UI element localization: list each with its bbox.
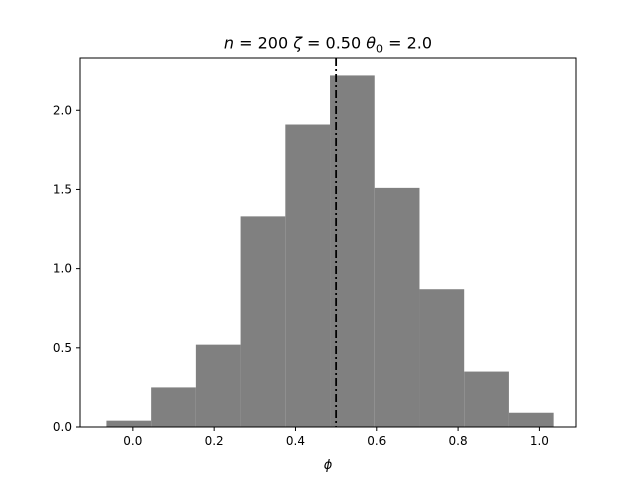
histogram-bar xyxy=(195,344,241,427)
x-tick-label: 0.8 xyxy=(449,434,468,448)
histogram-bar xyxy=(106,420,152,427)
histogram-bar xyxy=(240,216,286,427)
x-axis: 0.0 0.2 0.4 0.6 0.8 1.0 xyxy=(123,427,549,448)
x-tick-label: 0.0 xyxy=(123,434,142,448)
x-tick-label: 0.2 xyxy=(205,434,224,448)
title-zeta-value: = 0.50 xyxy=(302,34,366,53)
title-theta-subscript: 0 xyxy=(376,43,383,56)
histogram-bar xyxy=(285,124,331,428)
title-n-value: = 200 xyxy=(234,34,293,53)
histogram-bars xyxy=(106,75,554,428)
y-tick-label: 1.5 xyxy=(53,182,72,196)
title-theta-value: = 2.0 xyxy=(383,34,432,53)
x-tick-label: 1.0 xyxy=(530,434,549,448)
y-tick-label: 0.5 xyxy=(53,341,72,355)
y-tick-label: 2.0 xyxy=(53,103,72,117)
plot-frame xyxy=(79,57,577,428)
title-theta-symbol: θ xyxy=(366,34,376,53)
histogram-bar xyxy=(151,387,196,427)
histogram-bar xyxy=(464,371,509,427)
y-axis: 0.0 0.5 1.0 1.5 2.0 xyxy=(53,103,80,434)
y-tick-label: 1.0 xyxy=(53,262,72,276)
histogram-bar xyxy=(330,75,375,428)
title-zeta-symbol: ζ xyxy=(292,34,303,53)
chart-title: n = 200 ζ = 0.50 θ0 = 2.0 xyxy=(224,34,432,56)
x-axis-label: ϕ xyxy=(324,458,333,473)
histogram-bar xyxy=(419,289,465,427)
y-tick-label: 0.0 xyxy=(53,420,72,434)
histogram-bar xyxy=(508,412,554,427)
x-tick-label: 0.6 xyxy=(367,434,386,448)
title-n-symbol: n xyxy=(224,34,234,53)
x-tick-label: 0.4 xyxy=(286,434,305,448)
histogram-bar xyxy=(374,187,420,427)
